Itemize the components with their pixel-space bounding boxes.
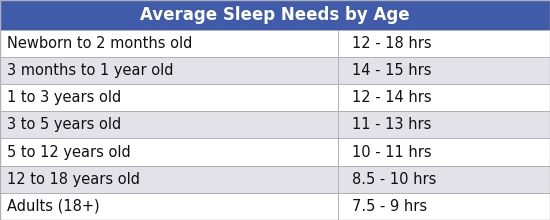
Text: 14 - 15 hrs: 14 - 15 hrs (352, 63, 432, 78)
Bar (0, 166, 550, 193)
Bar (0, 84, 550, 111)
Bar (0, 0, 550, 30)
Text: 1 to 3 years old: 1 to 3 years old (7, 90, 121, 105)
Text: 11 - 13 hrs: 11 - 13 hrs (352, 117, 431, 132)
Text: 3 to 5 years old: 3 to 5 years old (7, 117, 121, 132)
Text: 12 - 18 hrs: 12 - 18 hrs (352, 36, 432, 51)
Text: 5 to 12 years old: 5 to 12 years old (7, 145, 130, 160)
Bar (0, 138, 550, 166)
Text: Newborn to 2 months old: Newborn to 2 months old (7, 36, 192, 51)
Text: 10 - 11 hrs: 10 - 11 hrs (352, 145, 432, 160)
Text: 12 - 14 hrs: 12 - 14 hrs (352, 90, 432, 105)
Text: 8.5 - 10 hrs: 8.5 - 10 hrs (352, 172, 436, 187)
Bar (0, 193, 550, 220)
Text: 7.5 - 9 hrs: 7.5 - 9 hrs (352, 199, 427, 214)
Text: 3 months to 1 year old: 3 months to 1 year old (7, 63, 173, 78)
Text: Average Sleep Needs by Age: Average Sleep Needs by Age (140, 6, 410, 24)
Bar (0, 57, 550, 84)
Bar (0, 30, 550, 57)
Bar (0, 111, 550, 138)
Text: Adults (18+): Adults (18+) (7, 199, 99, 214)
Text: 12 to 18 years old: 12 to 18 years old (7, 172, 140, 187)
